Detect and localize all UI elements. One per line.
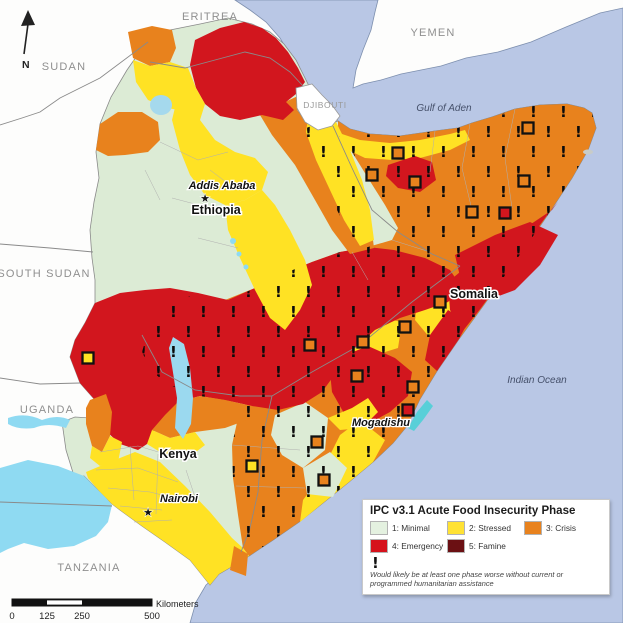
map-label-uganda: UGANDA bbox=[20, 404, 74, 416]
map-label-somalia: Somalia bbox=[450, 287, 499, 301]
legend-item-label: 2: Stressed bbox=[469, 523, 511, 533]
map-label-kenya: Kenya bbox=[159, 447, 198, 461]
legend-item: 2: Stressed bbox=[447, 521, 524, 535]
scale-tick: 0 bbox=[9, 611, 14, 622]
legend-item: 5: Famine bbox=[447, 539, 524, 553]
region-crisis-west-ethiopia bbox=[96, 112, 160, 156]
legend-note: Would likely be at least one phase worse… bbox=[370, 570, 564, 589]
map-label-south-sudan: SOUTH SUDAN bbox=[0, 268, 91, 280]
region-emergency-tigray bbox=[190, 22, 305, 120]
legend-swatch bbox=[370, 521, 388, 535]
settlement-marker-crisis bbox=[350, 369, 364, 383]
settlement-marker-stressed bbox=[81, 351, 95, 365]
legend-swatch bbox=[447, 539, 465, 553]
settlement-marker-crisis bbox=[391, 146, 405, 160]
warning-zone-somalia bbox=[142, 104, 596, 556]
region-stressed-south-kenya bbox=[86, 452, 249, 585]
legend-title: IPC v3.1 Acute Food Insecurity Phase bbox=[370, 505, 576, 517]
settlement-marker-crisis bbox=[365, 168, 379, 182]
settlement-marker-emergency bbox=[498, 206, 512, 220]
legend-item-label: 4: Emergency bbox=[392, 541, 444, 551]
capital-star-icon: ★ bbox=[143, 507, 153, 519]
settlement-marker-crisis bbox=[521, 121, 535, 135]
settlement-marker-crisis bbox=[408, 175, 422, 189]
scale-tick: 125 bbox=[39, 611, 55, 622]
border-eritrea-ethiopia bbox=[149, 51, 304, 87]
region-djibouti-no-data bbox=[295, 83, 341, 131]
legend-swatch bbox=[370, 539, 388, 553]
border-south-sudan-uganda bbox=[0, 377, 81, 385]
settlement-marker-crisis bbox=[433, 295, 447, 309]
region-stressed-amhara bbox=[172, 88, 268, 205]
legend-item-label: 1: Minimal bbox=[392, 523, 430, 533]
settlement-marker-crisis bbox=[398, 320, 412, 334]
region-crisis-west-eritrea bbox=[128, 26, 176, 66]
assistance-warning-pattern bbox=[142, 104, 596, 556]
north-label: N bbox=[22, 59, 30, 71]
map-label-mogadishu: Mogadishu bbox=[352, 417, 410, 429]
legend-item: 4: Emergency bbox=[370, 539, 447, 553]
map-labels: ★ ★ ERITREA SUDAN YEMEN DJIBOUTI SOUTH SUDAN UG… bbox=[0, 11, 567, 574]
settlement-markers bbox=[81, 121, 535, 487]
border-sudan-eritrea bbox=[0, 41, 149, 126]
settlement-marker-crisis bbox=[465, 205, 479, 219]
legend-items: 1: Minimal 2: Stressed 3: Crisis 4: Emergen… bbox=[370, 521, 602, 557]
map-label-gulf-of-aden: Gulf of Aden bbox=[416, 103, 472, 114]
border-uganda-tanzania bbox=[0, 501, 113, 507]
rift-lake-3 bbox=[243, 264, 249, 270]
legend-item: 3: Crisis bbox=[524, 521, 601, 535]
map-label-indian-ocean: Indian Ocean bbox=[507, 375, 567, 386]
map-label-addis-ababa: Addis Ababa bbox=[188, 180, 256, 192]
settlement-marker-crisis bbox=[406, 380, 420, 394]
rift-lake-2 bbox=[236, 251, 242, 257]
legend-item-label: 3: Crisis bbox=[546, 523, 576, 533]
map-label-djibouti: DJIBOUTI bbox=[303, 100, 347, 110]
warning-zone-afar bbox=[300, 124, 372, 248]
lake-kyoga bbox=[8, 415, 70, 429]
scale-unit: Kilometers bbox=[156, 599, 199, 609]
lake-victoria bbox=[0, 460, 112, 553]
legend-panel: IPC v3.1 Acute Food Insecurity Phase 1: … bbox=[362, 499, 610, 595]
north-arrow-icon: N bbox=[21, 10, 35, 71]
scale-tick: 250 bbox=[74, 611, 90, 622]
warning-exclamation-icon: ! bbox=[372, 554, 379, 572]
mogadishu-coast-strip bbox=[408, 400, 433, 431]
map-label-tanzania: TANZANIA bbox=[57, 562, 120, 574]
map-label-ethiopia: Ethiopia bbox=[191, 203, 241, 217]
map-label-nairobi: Nairobi bbox=[160, 493, 199, 505]
region-crisis-nw-kenya bbox=[86, 394, 112, 452]
region-stressed-south-ethiopia bbox=[147, 430, 205, 458]
legend-swatch bbox=[447, 521, 465, 535]
scale-ticks: 0 125 250 500 bbox=[9, 611, 160, 622]
map-label-sudan: SUDAN bbox=[42, 61, 87, 73]
scale-bar: Kilometers 0 125 250 500 bbox=[9, 598, 199, 622]
capital-star-icon: ★ bbox=[200, 193, 210, 205]
map-label-eritrea: ERITREA bbox=[182, 11, 238, 23]
settlement-marker-crisis bbox=[303, 338, 317, 352]
settlement-marker-crisis bbox=[317, 473, 331, 487]
legend-item: 1: Minimal bbox=[370, 521, 447, 535]
legend-swatch bbox=[524, 521, 542, 535]
scale-tick: 500 bbox=[144, 611, 160, 622]
settlement-marker-crisis bbox=[356, 335, 370, 349]
settlement-marker-crisis bbox=[310, 435, 324, 449]
map-label-yemen: YEMEN bbox=[410, 27, 455, 39]
settlement-marker-emergency bbox=[401, 403, 415, 417]
region-crisis-kenya-coast bbox=[230, 546, 248, 576]
legend-item-label: 5: Famine bbox=[469, 541, 506, 551]
settlement-marker-stressed bbox=[245, 459, 259, 473]
border-sudan-south-sudan bbox=[0, 243, 94, 253]
settlement-marker-crisis bbox=[517, 174, 531, 188]
rift-lake-1 bbox=[230, 238, 236, 244]
lake-tana bbox=[150, 95, 172, 115]
